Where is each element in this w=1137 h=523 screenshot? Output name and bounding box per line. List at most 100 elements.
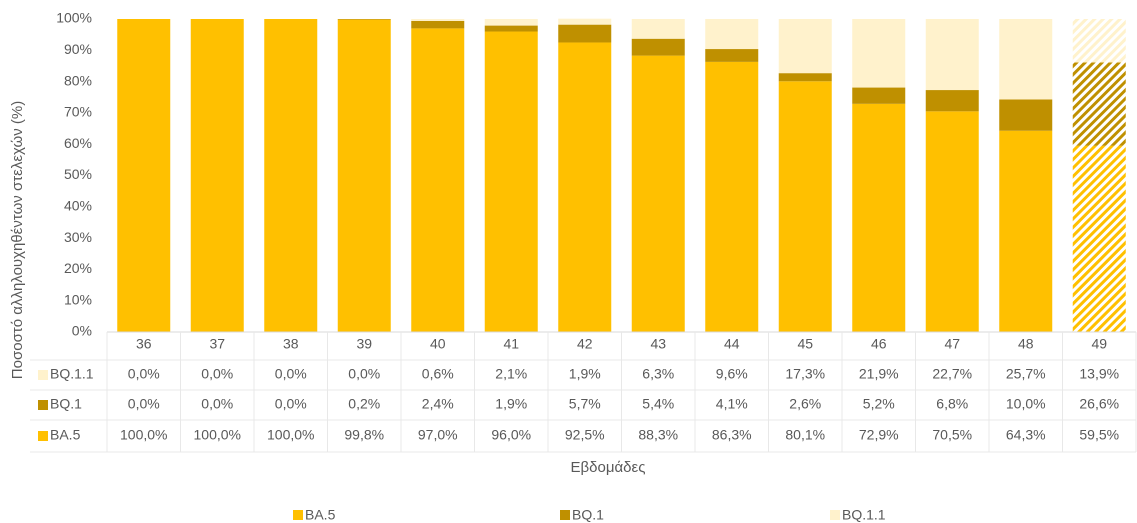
table-value: 97,0%	[418, 427, 458, 443]
bar-segment	[484, 19, 538, 26]
table-value: 0,0%	[201, 396, 233, 412]
table-value: 99,8%	[344, 427, 384, 443]
bar-segment	[484, 25, 538, 32]
table-value: 21,9%	[859, 366, 899, 382]
bar-segment	[925, 90, 979, 112]
x-tick-label: 38	[283, 336, 299, 352]
table-value: 6,8%	[936, 396, 968, 412]
y-tick-label: 20%	[64, 260, 92, 276]
x-tick-label: 48	[1018, 336, 1034, 352]
bar-segment	[705, 19, 759, 50]
table-row-label: BQ.1.1	[50, 366, 94, 382]
x-tick-label: 44	[724, 336, 740, 352]
legend-key	[293, 510, 303, 520]
x-tick-label: 36	[136, 336, 152, 352]
table-value: 86,3%	[712, 427, 752, 443]
y-tick-label: 0%	[72, 323, 92, 339]
y-tick-label: 90%	[64, 41, 92, 57]
y-axis-title: Ποσοστό αλληλουχηθέντων στελεχών (%)	[9, 101, 26, 379]
table-value: 13,9%	[1079, 366, 1119, 382]
bar-segment	[558, 18, 612, 25]
table-value: 100,0%	[194, 427, 241, 443]
y-tick-label: 60%	[64, 135, 92, 151]
table-value: 72,9%	[859, 427, 899, 443]
table-value: 1,9%	[495, 396, 527, 412]
table-value: 2,4%	[422, 396, 454, 412]
table-value: 5,4%	[642, 396, 674, 412]
table-value: 17,3%	[785, 366, 825, 382]
table-value: 5,2%	[863, 396, 895, 412]
bar-segment	[631, 19, 685, 39]
bar-segment	[705, 61, 759, 332]
bar-segment	[852, 19, 906, 88]
bar-segment	[778, 81, 832, 332]
table-value: 70,5%	[932, 427, 972, 443]
legend-key	[560, 510, 570, 520]
bar-segment	[999, 19, 1053, 100]
table-value: 64,3%	[1006, 427, 1046, 443]
table-value: 96,0%	[491, 427, 531, 443]
table-value: 2,1%	[495, 366, 527, 382]
bar-segment	[925, 19, 979, 91]
bar-segment	[705, 49, 759, 62]
y-tick-label: 100%	[56, 10, 92, 26]
x-tick-label: 45	[797, 336, 813, 352]
y-tick-label: 30%	[64, 229, 92, 245]
table-value: 0,0%	[275, 396, 307, 412]
table-value: 92,5%	[565, 427, 605, 443]
x-tick-label: 39	[356, 336, 372, 352]
y-tick-label: 40%	[64, 198, 92, 214]
table-value: 6,3%	[642, 366, 674, 382]
bar-segment	[778, 19, 832, 74]
table-value: 88,3%	[638, 427, 678, 443]
x-axis-title: Εβδομάδες	[571, 459, 646, 476]
table-row-label: BA.5	[50, 427, 81, 443]
table-row-label: BQ.1	[50, 396, 82, 412]
table-value: 25,7%	[1006, 366, 1046, 382]
bar-segment	[411, 19, 465, 21]
table-value: 59,5%	[1079, 427, 1119, 443]
table-value: 0,0%	[348, 366, 380, 382]
table-value: 0,2%	[348, 396, 380, 412]
table-value: 80,1%	[785, 427, 825, 443]
table-value: 0,0%	[275, 366, 307, 382]
x-tick-label: 41	[503, 336, 519, 352]
table-value: 22,7%	[932, 366, 972, 382]
y-tick-label: 70%	[64, 104, 92, 120]
legend-label: BQ.1.1	[842, 507, 886, 523]
bar-segment	[558, 24, 612, 43]
table-value: 1,9%	[569, 366, 601, 382]
bar-segment	[484, 31, 538, 333]
table-value: 4,1%	[716, 396, 748, 412]
table-value: 0,0%	[128, 396, 160, 412]
bar-segment	[411, 28, 465, 332]
bar-segment	[117, 19, 171, 332]
x-tick-label: 46	[871, 336, 887, 352]
table-value: 100,0%	[267, 427, 314, 443]
x-tick-label: 47	[944, 336, 960, 352]
bar-segment	[999, 130, 1053, 332]
table-key	[38, 400, 48, 410]
table-value: 9,6%	[716, 366, 748, 382]
table-value: 0,0%	[201, 366, 233, 382]
legend-key	[830, 510, 840, 520]
bar-segment	[1072, 19, 1126, 63]
legend-label: BA.5	[305, 507, 336, 523]
bar-segment	[411, 20, 465, 29]
bar-segment	[631, 55, 685, 332]
table-value: 0,0%	[128, 366, 160, 382]
y-tick-label: 80%	[64, 72, 92, 88]
bar-segment	[558, 42, 612, 332]
legend-label: BQ.1	[572, 507, 604, 523]
bar-segment	[925, 111, 979, 333]
bar-segment	[852, 103, 906, 332]
x-tick-label: 42	[577, 336, 593, 352]
bar-segment	[1072, 145, 1126, 332]
x-tick-label: 37	[209, 336, 225, 352]
table-value: 26,6%	[1079, 396, 1119, 412]
bar-segment	[190, 19, 244, 332]
bar-segment	[337, 19, 391, 20]
table-value: 0,6%	[422, 366, 454, 382]
table-key	[38, 370, 48, 380]
bar-segment	[852, 87, 906, 104]
